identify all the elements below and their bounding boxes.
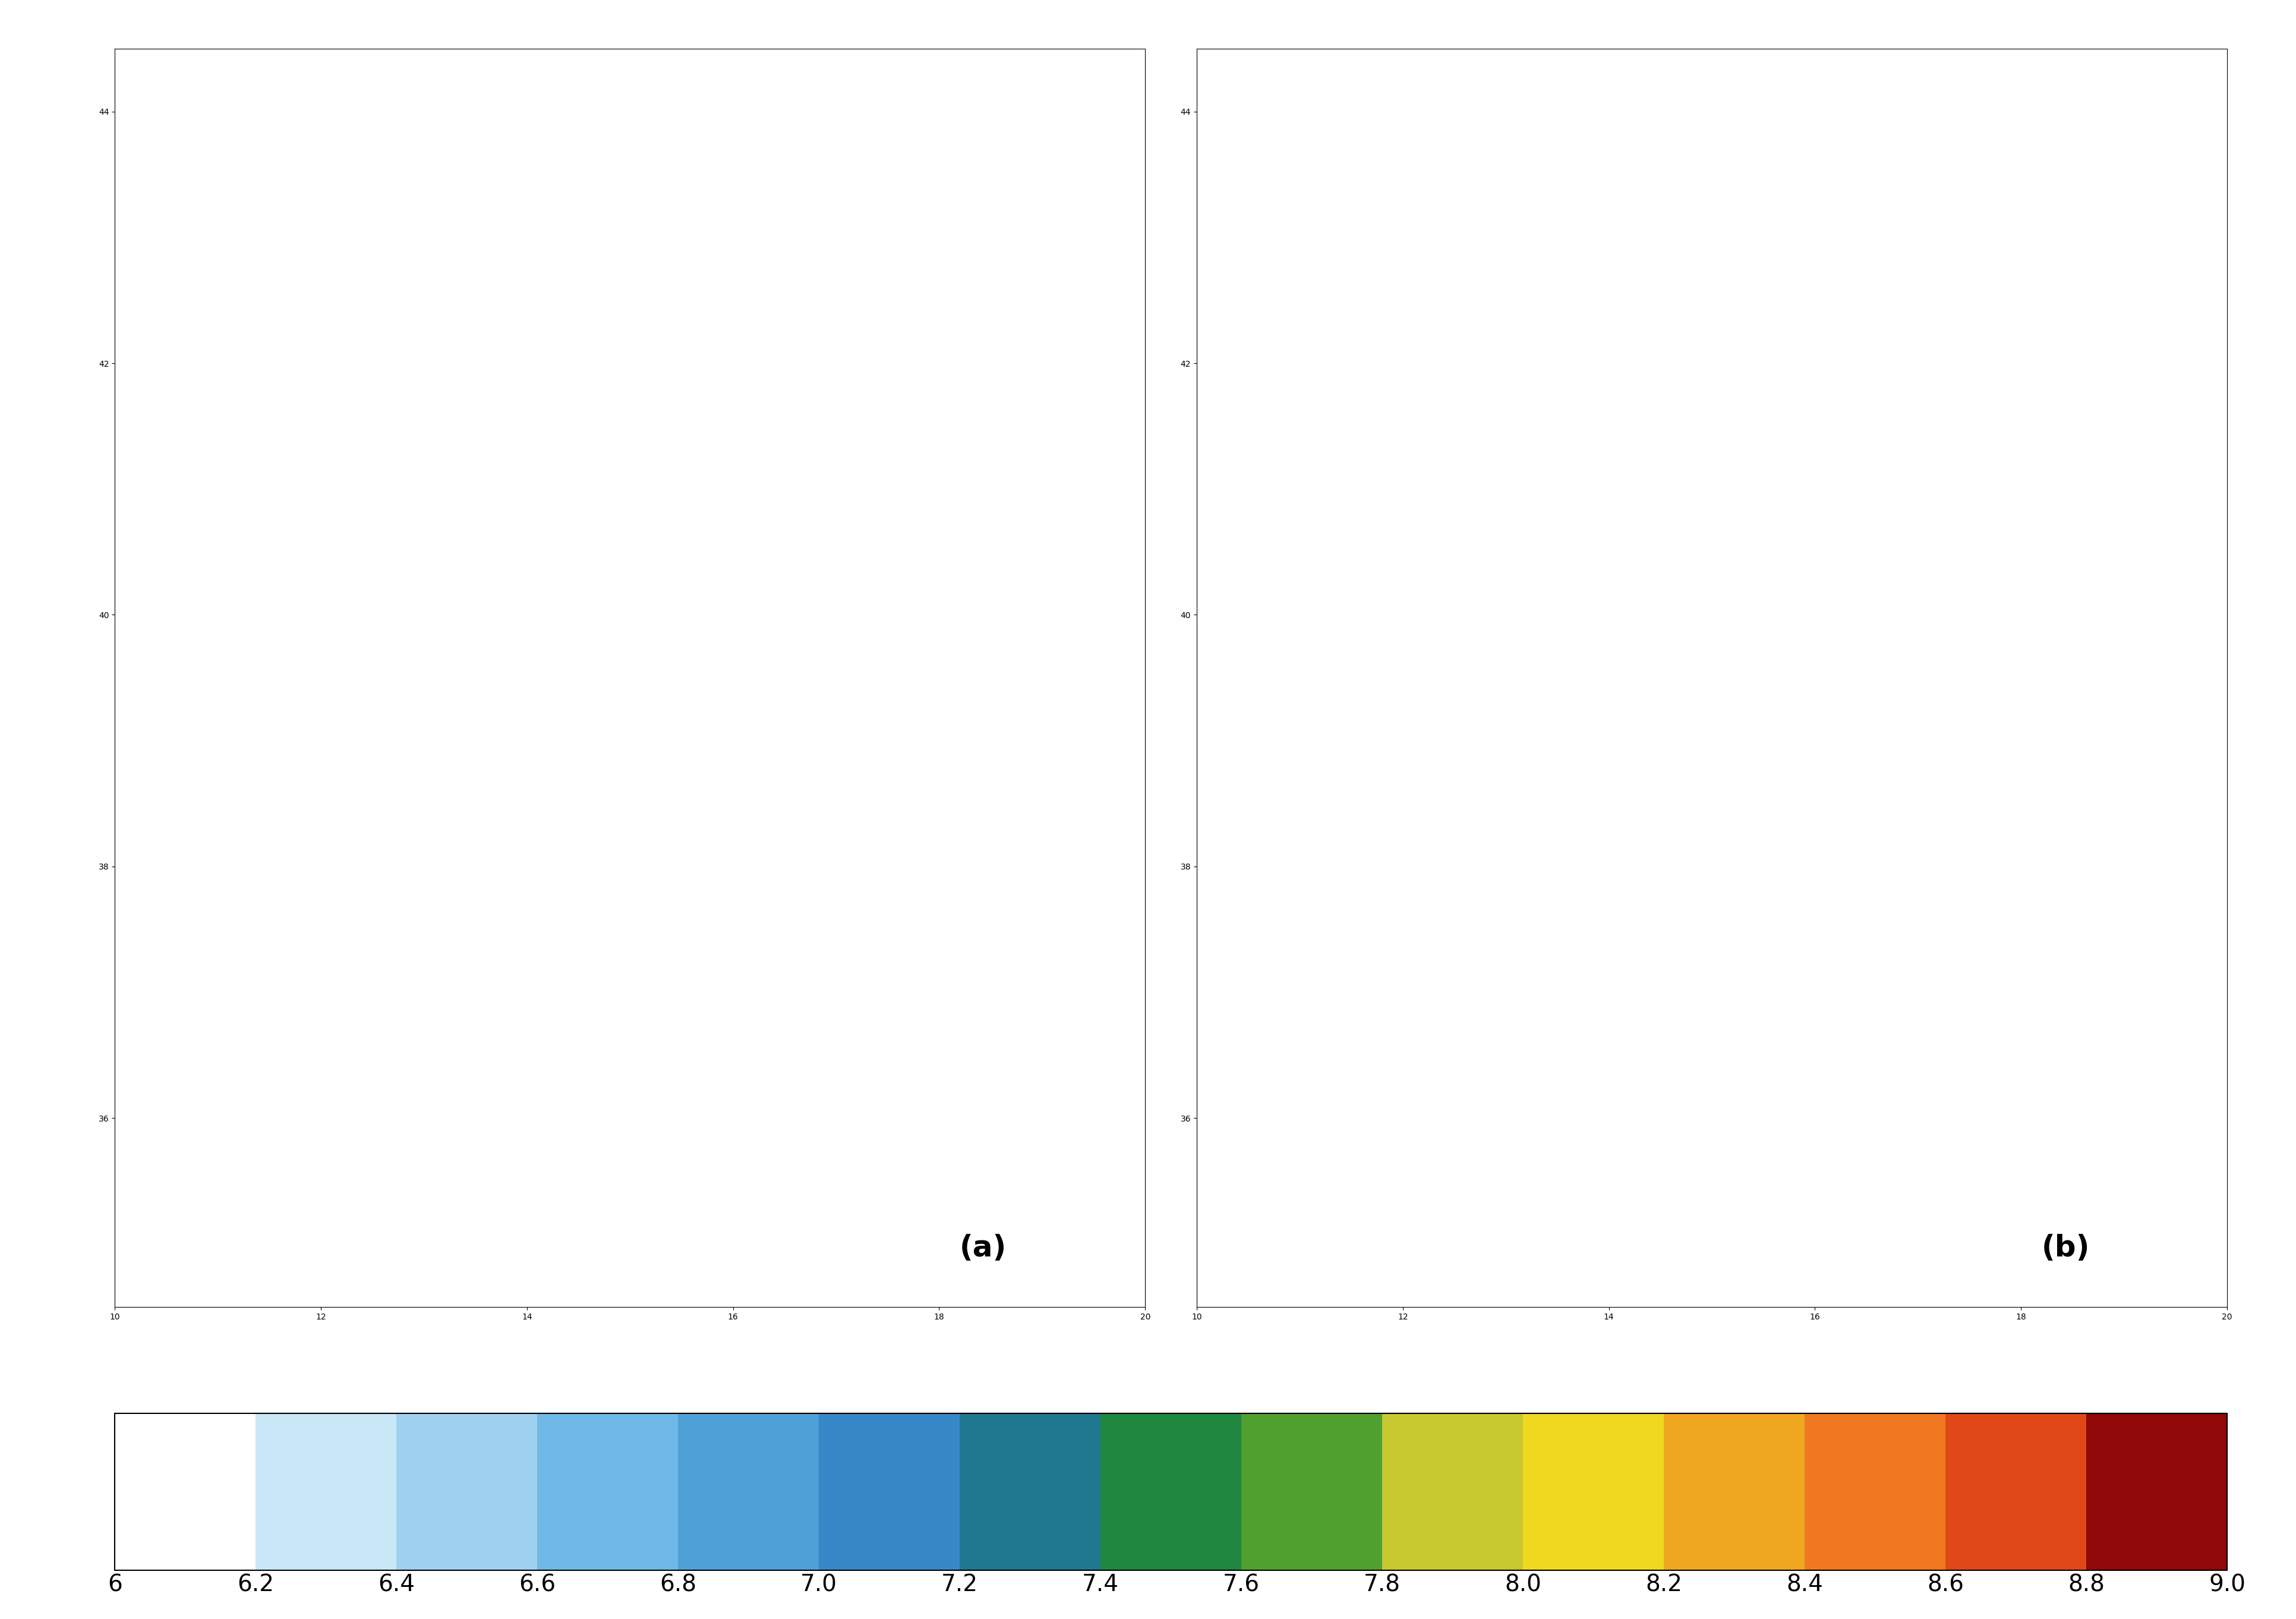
Text: (a): (a) — [960, 1234, 1008, 1263]
Text: (b): (b) — [2041, 1234, 2089, 1263]
